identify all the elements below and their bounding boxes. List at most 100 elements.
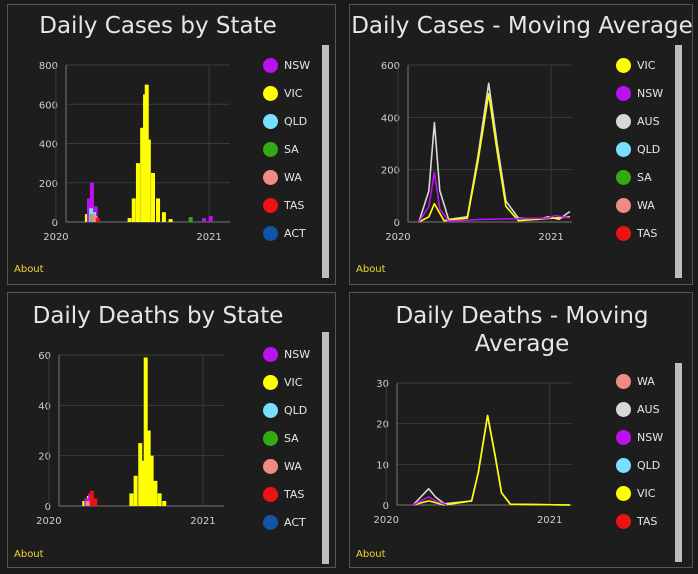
y-tick-label: 60 <box>38 351 51 362</box>
legend-item[interactable]: VIC <box>616 483 655 503</box>
panel-daily-cases-by-state: Daily Cases by State 0 200 400 600 800 2020 20… <box>7 4 336 285</box>
legend-label: WA <box>284 459 302 473</box>
legend-item[interactable]: QLD <box>263 400 307 420</box>
legend-item[interactable]: AUS <box>616 111 660 131</box>
legend-swatch <box>616 225 631 241</box>
legend-swatch <box>616 169 631 185</box>
bar <box>146 139 151 222</box>
about-link[interactable]: About <box>356 549 386 560</box>
panel-title: Daily Deaths by State <box>8 302 308 330</box>
legend-item[interactable]: NSW <box>263 344 310 364</box>
legend-item[interactable]: NSW <box>616 83 663 103</box>
bar <box>149 455 154 506</box>
legend-item[interactable]: WA <box>616 371 655 391</box>
panel-daily-cases-moving-average: Daily Cases - Moving Average 0 200 400 600 2… <box>349 4 693 285</box>
panel-title: Daily Cases - Moving Average <box>350 12 694 40</box>
legend-item[interactable]: TAS <box>616 223 657 243</box>
legend-swatch <box>616 513 631 529</box>
panel-title-line: Daily Deaths - Moving <box>395 303 649 329</box>
legend-item[interactable]: SA <box>263 139 299 159</box>
y-tick-label: 800 <box>39 61 58 72</box>
legend-label: VIC <box>284 375 303 389</box>
x-tick-label: 2021 <box>538 232 563 243</box>
legend-item[interactable]: WA <box>263 167 302 187</box>
legend-item[interactable]: TAS <box>263 195 304 215</box>
about-link[interactable]: About <box>14 549 44 560</box>
legend-item[interactable]: TAS <box>263 484 304 504</box>
legend-item[interactable]: SA <box>616 167 652 187</box>
panel-daily-deaths-by-state: Daily Deaths by State 0 20 40 60 2020 2021 NS… <box>7 292 336 568</box>
legend-swatch <box>263 169 278 185</box>
legend-swatch <box>616 197 631 213</box>
legend-swatch <box>616 373 631 389</box>
x-tick-label: 2020 <box>374 515 399 526</box>
legend-item[interactable]: WA <box>263 456 302 476</box>
legend-scrollbar[interactable] <box>675 363 682 562</box>
legend-item[interactable]: TAS <box>616 511 657 531</box>
legend-label: NSW <box>637 86 664 100</box>
legend-item[interactable]: VIC <box>263 372 302 392</box>
legend-swatch <box>616 141 631 157</box>
legend-scrollbar[interactable] <box>322 45 329 278</box>
series-line <box>418 93 570 223</box>
series-line <box>418 171 571 223</box>
y-tick-label: 600 <box>381 61 400 72</box>
bar <box>140 127 145 222</box>
legend-item[interactable]: QLD <box>263 111 307 131</box>
series-line <box>418 82 571 223</box>
bar <box>208 216 213 222</box>
legend-label: ACT <box>284 226 306 240</box>
bar <box>157 493 162 506</box>
bar <box>144 84 149 222</box>
bar <box>202 218 207 222</box>
bar <box>93 498 98 506</box>
bar <box>85 500 90 506</box>
chart-daily-cases-moving-average: 0 200 400 600 2020 2021 <box>381 61 572 243</box>
legend-swatch <box>263 458 278 474</box>
legend-item[interactable]: AUS <box>616 399 660 419</box>
bar <box>133 475 138 506</box>
legend-label: NSW <box>637 430 664 444</box>
bar <box>84 214 89 222</box>
y-tick-label: 200 <box>39 179 58 190</box>
chart-daily-deaths-by-state: 0 20 40 60 2020 2021 <box>36 351 224 527</box>
legend-item[interactable]: NSW <box>263 55 310 75</box>
bar <box>146 430 151 506</box>
x-tick-label: 2021 <box>190 516 215 527</box>
legend-item[interactable]: ACT <box>263 223 306 243</box>
panel-daily-deaths-moving-average: Daily Deaths - Moving Average 0 10 20 30 202… <box>349 292 693 568</box>
legend-swatch <box>616 485 631 501</box>
legend-scrollbar[interactable] <box>322 332 329 564</box>
legend-item[interactable]: SA <box>263 428 299 448</box>
about-link[interactable]: About <box>356 264 386 275</box>
about-link[interactable]: About <box>14 264 44 275</box>
bar <box>93 216 98 222</box>
legend-label: VIC <box>637 486 656 500</box>
legend-label: WA <box>637 198 655 212</box>
legend-item[interactable]: QLD <box>616 455 660 475</box>
legend-item[interactable]: QLD <box>616 139 660 159</box>
legend-label: AUS <box>637 114 660 128</box>
legend-item[interactable]: ACT <box>263 512 306 532</box>
legend-item[interactable]: VIC <box>616 55 655 75</box>
legend-swatch <box>616 429 631 445</box>
legend-swatch <box>616 113 631 129</box>
y-tick-label: 0 <box>383 501 389 512</box>
legend-item[interactable]: NSW <box>616 427 663 447</box>
bar <box>156 198 161 222</box>
legend-scrollbar[interactable] <box>675 45 682 278</box>
legend-swatch <box>263 141 278 157</box>
panel-title: Daily Cases by State <box>8 12 308 40</box>
legend-swatch <box>263 57 278 73</box>
y-tick-label: 20 <box>38 452 51 463</box>
legend-swatch <box>263 486 278 502</box>
legend-label: NSW <box>284 347 311 361</box>
legend-label: SA <box>284 431 299 445</box>
legend-item[interactable]: VIC <box>263 83 302 103</box>
legend-label: TAS <box>284 487 305 501</box>
legend-swatch <box>263 346 278 362</box>
bar <box>143 357 148 506</box>
legend-label: WA <box>284 170 302 184</box>
legend-item[interactable]: WA <box>616 195 655 215</box>
panel-title-line: Daily Deaths by State <box>32 303 284 329</box>
